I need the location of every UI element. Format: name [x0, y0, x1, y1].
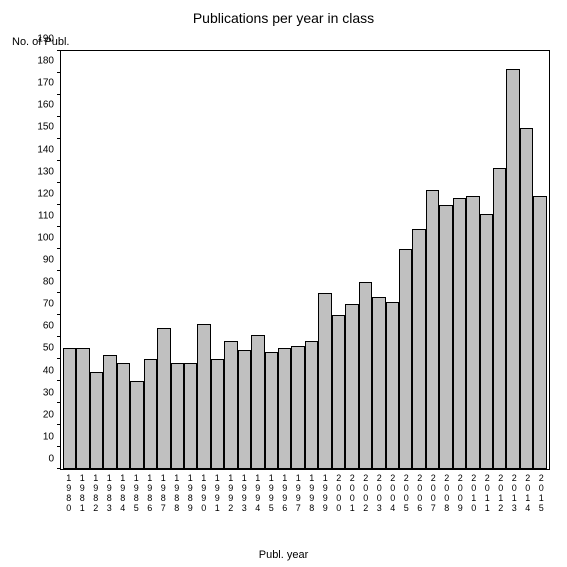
- x-tick-label: 2008: [440, 472, 454, 532]
- bar: [426, 190, 439, 469]
- y-tick-label: 170: [37, 78, 54, 89]
- bar: [533, 196, 546, 469]
- x-tick-label: 1995: [265, 472, 279, 532]
- y-tick-label: 10: [43, 431, 54, 442]
- y-tick-label: 90: [43, 255, 54, 266]
- x-tick-label: 1997: [292, 472, 306, 532]
- bar: [197, 324, 210, 469]
- y-tick-label: 60: [43, 321, 54, 332]
- x-tick-label: 1998: [305, 472, 319, 532]
- bar: [359, 282, 372, 469]
- bar: [265, 352, 278, 469]
- y-axis-ticks: 0 10 20 30 40 50 60 70 80 90 100 110 120 130 140 150 160…: [0, 50, 58, 470]
- x-tick-label: 2007: [427, 472, 441, 532]
- x-tick-label: 2012: [494, 472, 508, 532]
- bar: [399, 249, 412, 469]
- bar: [480, 214, 493, 469]
- x-tick-label: 1988: [170, 472, 184, 532]
- chart-container: Publications per year in class No. of Pu…: [0, 0, 567, 567]
- x-tick-label: 2004: [386, 472, 400, 532]
- plot-area: [60, 50, 550, 470]
- bar: [453, 198, 466, 469]
- x-tick-label: 2003: [373, 472, 387, 532]
- y-tick-label: 80: [43, 277, 54, 288]
- bar: [493, 168, 506, 469]
- y-tick-label: 140: [37, 144, 54, 155]
- x-tick-label: 1992: [224, 472, 238, 532]
- x-tick-label: 1989: [184, 472, 198, 532]
- x-tick-label: 1994: [251, 472, 265, 532]
- x-tick-label: 1996: [278, 472, 292, 532]
- x-tick-label: 1980: [62, 472, 76, 532]
- x-tick-label: 1985: [130, 472, 144, 532]
- x-axis-ticks: 1980198119821983198419851986198719881989…: [60, 472, 550, 532]
- x-tick-label: 2015: [535, 472, 549, 532]
- bar: [157, 328, 170, 469]
- x-tick-label: 1981: [76, 472, 90, 532]
- x-tick-label: 1991: [211, 472, 225, 532]
- y-tick-label: 100: [37, 232, 54, 243]
- x-tick-label: 2013: [508, 472, 522, 532]
- bars-group: [61, 51, 549, 469]
- y-tick-label: 30: [43, 387, 54, 398]
- x-tick-label: 2014: [521, 472, 535, 532]
- x-tick-label: 2001: [346, 472, 360, 532]
- bar: [144, 359, 157, 469]
- bar: [372, 297, 385, 469]
- x-tick-label: 1982: [89, 472, 103, 532]
- chart-title: Publications per year in class: [0, 10, 567, 26]
- bar: [278, 348, 291, 469]
- bar: [238, 350, 251, 469]
- x-tick-label: 1986: [143, 472, 157, 532]
- bar: [520, 128, 533, 469]
- bar: [130, 381, 143, 469]
- y-tick-label: 50: [43, 343, 54, 354]
- x-tick-label: 2006: [413, 472, 427, 532]
- bar: [90, 372, 103, 469]
- bar: [117, 363, 130, 469]
- y-tick-label: 180: [37, 56, 54, 67]
- x-axis-label: Publ. year: [0, 549, 567, 561]
- bar: [184, 363, 197, 469]
- bar: [466, 196, 479, 469]
- x-tick-label: 1999: [319, 472, 333, 532]
- bar: [211, 359, 224, 469]
- x-tick-label: 2011: [481, 472, 495, 532]
- bar: [291, 346, 304, 469]
- y-tick-label: 120: [37, 188, 54, 199]
- bar: [412, 229, 425, 469]
- bar: [386, 302, 399, 469]
- y-tick-label: 110: [38, 210, 54, 221]
- bar: [224, 341, 237, 469]
- y-tick-label: 40: [43, 365, 54, 376]
- y-tick-label: 190: [37, 34, 54, 45]
- y-tick-label: 0: [48, 454, 54, 465]
- y-tick-label: 130: [37, 166, 54, 177]
- bar: [63, 348, 76, 469]
- bar: [76, 348, 89, 469]
- x-tick-label: 1983: [103, 472, 117, 532]
- bar: [171, 363, 184, 469]
- x-tick-label: 1987: [157, 472, 171, 532]
- bar: [332, 315, 345, 469]
- x-tick-label: 1993: [238, 472, 252, 532]
- x-tick-label: 2002: [359, 472, 373, 532]
- bar: [251, 335, 264, 469]
- x-tick-label: 2010: [467, 472, 481, 532]
- bar: [506, 69, 519, 469]
- bar: [305, 341, 318, 469]
- bar: [345, 304, 358, 469]
- y-tick-label: 150: [37, 122, 54, 133]
- x-tick-label: 1990: [197, 472, 211, 532]
- bar: [103, 355, 116, 469]
- y-tick-label: 20: [43, 409, 54, 420]
- x-tick-label: 2000: [332, 472, 346, 532]
- bar: [439, 205, 452, 469]
- y-tick-label: 160: [37, 100, 54, 111]
- y-tick-label: 70: [43, 299, 54, 310]
- bar: [318, 293, 331, 469]
- x-tick-label: 2009: [454, 472, 468, 532]
- x-tick-label: 1984: [116, 472, 130, 532]
- x-tick-label: 2005: [400, 472, 414, 532]
